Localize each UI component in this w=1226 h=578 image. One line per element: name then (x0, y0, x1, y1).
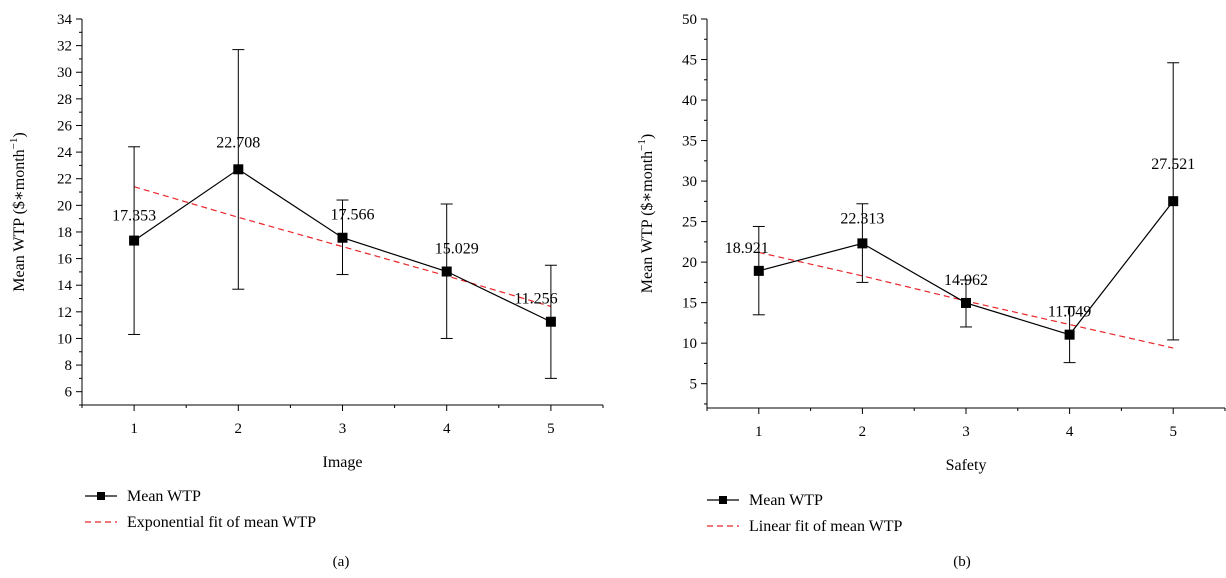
y-tick-label: 30 (682, 174, 697, 190)
data-label: 17.566 (331, 207, 375, 224)
panel-caption: (a) (333, 554, 350, 570)
y-tick-label: 12 (57, 305, 72, 321)
legend-label-mean: Mean WTP (749, 492, 823, 509)
y-axis-title-close: ) (11, 132, 28, 137)
y-tick-label: 18 (57, 225, 72, 241)
y-tick-label: 8 (65, 358, 73, 374)
legend: Mean WTP Exponential fit of mean WTP (85, 488, 316, 531)
y-axis-title-close: ) (639, 134, 656, 139)
x-tick-label: 5 (1169, 424, 1177, 440)
legend-marker-mean (719, 496, 727, 504)
y-tick-label: 50 (682, 12, 697, 28)
x-tick-label: 4 (1066, 424, 1074, 440)
legend-marker-mean (97, 492, 105, 500)
data-point-marker (1064, 329, 1075, 340)
data-label: 11.049 (1048, 304, 1091, 321)
data-label: 17.353 (112, 208, 156, 225)
y-tick-label: 30 (57, 65, 72, 81)
x-tick-label: 2 (235, 421, 243, 437)
y-tick-label: 16 (57, 252, 73, 268)
x-tick-label: 3 (339, 421, 347, 437)
y-tick-label: 24 (57, 145, 73, 161)
data-point-marker (857, 238, 868, 249)
legend-label-fit: Exponential fit of mean WTP (127, 514, 316, 531)
y-tick-label: 10 (57, 331, 72, 347)
y-tick-label: 40 (682, 93, 697, 109)
fit-line (133, 186, 552, 308)
y-tick-label: 10 (682, 336, 697, 352)
data-point-marker (961, 297, 971, 308)
y-tick-label: 15 (682, 296, 697, 312)
y-axis-title-superscript: −1 (636, 139, 648, 151)
y-tick-label: 34 (57, 12, 73, 28)
data-label: 15.029 (435, 241, 479, 258)
y-tick-label: 5 (690, 377, 698, 393)
y-tick-label: 22 (57, 172, 72, 188)
y-tick-label: 20 (57, 198, 72, 214)
data-point-marker (233, 164, 244, 175)
data-label: 11.256 (514, 291, 557, 308)
legend-label-fit: Linear fit of mean WTP (749, 518, 903, 535)
data-point-marker (1168, 196, 1179, 207)
data-point-marker (545, 316, 556, 327)
y-tick-label: 6 (65, 385, 73, 401)
data-point-marker (753, 265, 764, 276)
y-tick-label: 26 (57, 118, 73, 134)
x-tick-label: 2 (859, 424, 867, 440)
x-axis-title: Safety (946, 457, 987, 474)
y-axis-title-main: Mean WTP ($∗month (639, 151, 656, 293)
x-tick-label: 3 (962, 424, 970, 440)
data-label: 22.313 (840, 210, 884, 227)
data-label: 14.962 (944, 272, 988, 289)
x-axis-title: Image (323, 454, 363, 471)
y-axis-title: Mean WTP ($∗month−1) (636, 134, 656, 293)
data-point-marker (129, 235, 140, 246)
y-tick-label: 20 (682, 255, 697, 271)
x-tick-label: 1 (130, 421, 138, 437)
y-tick-label: 35 (682, 134, 697, 150)
y-axis-title-superscript: −1 (8, 138, 20, 150)
data-point-marker (441, 266, 452, 277)
y-axis-title: Mean WTP ($∗month−1) (8, 132, 28, 291)
y-tick-label: 45 (682, 53, 697, 69)
y-tick-label: 25 (682, 215, 697, 231)
x-tick-label: 4 (443, 421, 451, 437)
legend: Mean WTP Linear fit of mean WTP (707, 492, 903, 535)
y-tick-label: 32 (57, 39, 72, 55)
data-label: 22.708 (216, 134, 260, 151)
x-tick-label: 1 (755, 424, 763, 440)
data-label: 27.521 (1151, 156, 1195, 173)
y-axis-title-main: Mean WTP ($∗month (11, 149, 28, 291)
data-label: 18.921 (725, 240, 769, 257)
panel-caption: (b) (953, 554, 971, 570)
y-tick-label: 14 (57, 278, 73, 294)
x-tick-label: 5 (547, 421, 555, 437)
y-tick-label: 28 (57, 92, 72, 108)
data-point-marker (337, 232, 348, 243)
legend-label-mean: Mean WTP (127, 488, 201, 505)
